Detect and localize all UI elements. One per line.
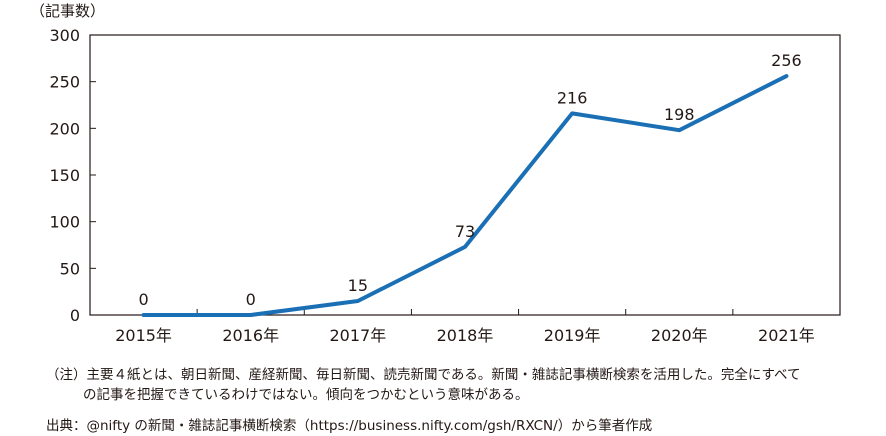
y-tick-label: 250 — [49, 73, 80, 92]
x-tick-label: 2020年 — [651, 326, 708, 345]
x-tick-label: 2021年 — [758, 326, 815, 345]
y-tick-label: 50 — [60, 259, 80, 278]
data-label: 198 — [664, 105, 695, 124]
y-tick-label: 300 — [49, 26, 80, 45]
data-label: 0 — [138, 290, 148, 309]
y-tick-label: 200 — [49, 119, 80, 138]
data-label: 0 — [246, 290, 256, 309]
x-tick-label: 2018年 — [437, 326, 494, 345]
series-line — [141, 74, 789, 317]
y-tick-label: 0 — [70, 306, 80, 325]
y-tick-label: 150 — [49, 166, 80, 185]
x-tick-label: 2015年 — [115, 326, 172, 345]
footnote-line-1: （注）主要４紙とは、朝日新聞、産経新聞、毎日新聞、読売新聞である。新聞・雑誌記事… — [46, 367, 801, 383]
data-label: 15 — [348, 276, 368, 295]
data-label: 73 — [455, 222, 475, 241]
footnote-line-2: の記事を把握できているわけではない。傾向をつかむという意味がある。 — [83, 387, 529, 403]
y-axis-unit-label: （記事数） — [30, 2, 106, 20]
x-tick-label: 2017年 — [329, 326, 386, 345]
source-note: 出典：@nifty の新聞・雑誌記事横断検索（https://business.… — [46, 418, 653, 434]
x-tick-label: 2016年 — [222, 326, 279, 345]
data-label: 216 — [557, 88, 588, 107]
data-label: 256 — [771, 51, 802, 70]
plot-frame — [89, 34, 841, 316]
y-tick-label: 100 — [49, 213, 80, 232]
x-tick-label: 2019年 — [544, 326, 601, 345]
